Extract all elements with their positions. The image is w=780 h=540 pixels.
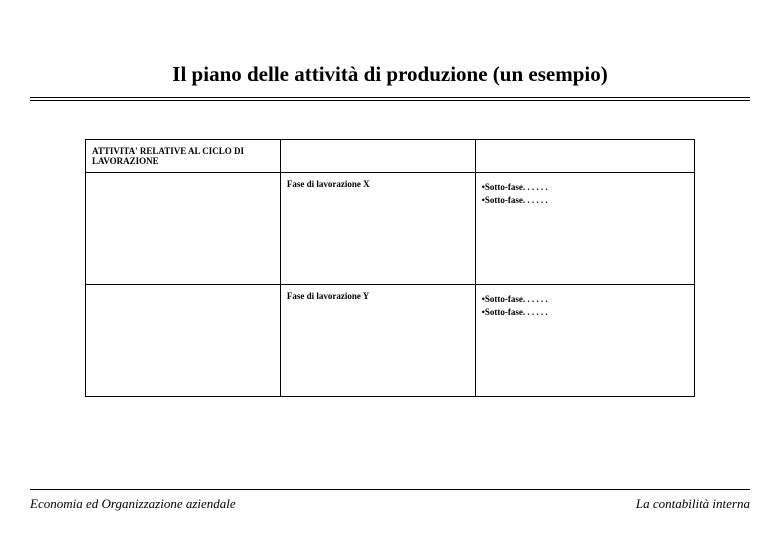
slide-title: Il piano delle attività di produzione (u… bbox=[0, 0, 780, 97]
table-header-row: ATTIVITA' RELATIVE AL CICLO DI LAVORAZIO… bbox=[86, 140, 695, 173]
table-row: Fase di lavorazione X •Sotto-fase. . . .… bbox=[86, 173, 695, 285]
row2-sub1: •Sotto-fase. . . . . . bbox=[482, 293, 688, 306]
footer-rule bbox=[30, 489, 750, 490]
title-underline bbox=[30, 97, 750, 101]
footer: Economia ed Organizzazione aziendale La … bbox=[30, 489, 750, 512]
footer-row: Economia ed Organizzazione aziendale La … bbox=[30, 496, 750, 512]
slide: Il piano delle attività di produzione (u… bbox=[0, 0, 780, 540]
header-cell-empty-2 bbox=[475, 140, 694, 173]
row1-col1 bbox=[86, 173, 281, 285]
footer-right: La contabilità interna bbox=[636, 496, 750, 512]
row1-sub1: •Sotto-fase. . . . . . bbox=[482, 181, 688, 194]
header-cell-activities: ATTIVITA' RELATIVE AL CICLO DI LAVORAZIO… bbox=[86, 140, 281, 173]
row2-subphases: •Sotto-fase. . . . . . •Sotto-fase. . . … bbox=[475, 285, 694, 397]
production-table-wrap: ATTIVITA' RELATIVE AL CICLO DI LAVORAZIO… bbox=[85, 139, 695, 397]
table-row: Fase di lavorazione Y •Sotto-fase. . . .… bbox=[86, 285, 695, 397]
header-cell-empty-1 bbox=[280, 140, 475, 173]
row2-sub2: •Sotto-fase. . . . . . bbox=[482, 306, 688, 319]
production-table: ATTIVITA' RELATIVE AL CICLO DI LAVORAZIO… bbox=[85, 139, 695, 397]
row1-subphases: •Sotto-fase. . . . . . •Sotto-fase. . . … bbox=[475, 173, 694, 285]
footer-left: Economia ed Organizzazione aziendale bbox=[30, 496, 236, 512]
row1-sub2: •Sotto-fase. . . . . . bbox=[482, 194, 688, 207]
row1-phase: Fase di lavorazione X bbox=[280, 173, 475, 285]
row2-col1 bbox=[86, 285, 281, 397]
row2-phase: Fase di lavorazione Y bbox=[280, 285, 475, 397]
